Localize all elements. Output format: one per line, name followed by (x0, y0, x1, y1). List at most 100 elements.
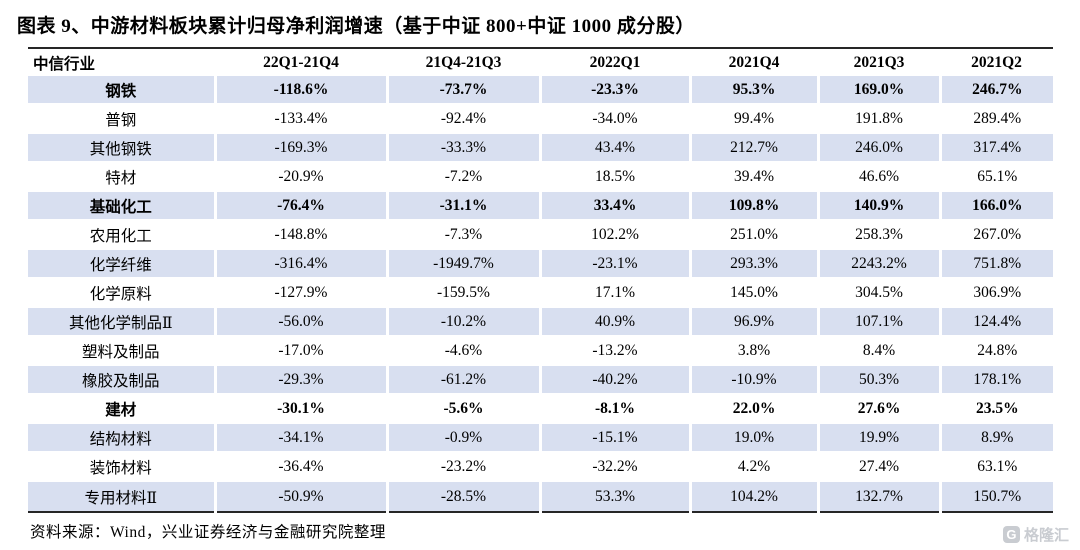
value-cell: 104.2% (690, 481, 820, 512)
value-cell: 19.9% (818, 423, 942, 453)
value-cell: 258.3% (818, 220, 942, 250)
value-cell: -15.1% (540, 423, 692, 453)
value-cell: -31.1% (387, 191, 542, 221)
value-cell: -118.6% (215, 76, 389, 105)
value-cell: -23.3% (540, 76, 692, 105)
value-cell: -23.1% (540, 249, 692, 279)
value-cell: 24.8% (940, 336, 1053, 366)
value-cell: -17.0% (215, 336, 389, 366)
value-cell: 107.1% (818, 307, 942, 337)
table-row: 特材 -20.9% -7.2% 18.5% 39.4% 46.6% 65.1% (28, 162, 1053, 192)
value-cell: -40.2% (540, 365, 692, 395)
column-header: 2022Q1 (589, 53, 641, 71)
value-cell: 4.2% (690, 452, 820, 482)
value-cell: -56.0% (215, 307, 389, 337)
row-label: 装饰材料 (28, 452, 217, 482)
value-cell: -133.4% (215, 104, 389, 134)
value-cell: -5.6% (387, 394, 542, 424)
value-cell: 166.0% (940, 191, 1053, 221)
value-cell: 53.3% (540, 481, 692, 512)
row-label: 基础化工 (28, 191, 217, 221)
value-cell: -33.3% (387, 133, 542, 163)
value-cell: 304.5% (818, 278, 942, 308)
value-cell: 124.4% (940, 307, 1053, 337)
value-cell: 22.0% (690, 394, 820, 424)
value-cell: -127.9% (215, 278, 389, 308)
table-row: 建材 -30.1% -5.6% -8.1% 22.0% 27.6% 23.5% (28, 394, 1053, 424)
value-cell: 40.9% (540, 307, 692, 337)
value-cell: 178.1% (940, 365, 1053, 395)
value-cell: 43.4% (540, 133, 692, 163)
value-cell: 267.0% (940, 220, 1053, 250)
value-cell: -32.2% (540, 452, 692, 482)
table-header-row: 中信行业 22Q1-21Q4 21Q4-21Q3 2022Q1 2021Q4 2021Q3… (28, 48, 1053, 76)
value-cell: -20.9% (215, 162, 389, 192)
row-label: 结构材料 (28, 423, 217, 453)
figure-title: 图表 9、中游材料板块累计归母净利润增速（基于中证 800+中证 1000 成分… (17, 16, 695, 37)
value-cell: -0.9% (387, 423, 542, 453)
value-cell: -8.1% (540, 394, 692, 424)
value-cell: -316.4% (215, 249, 389, 279)
table-row: 其他化学制品Ⅱ -56.0% -10.2% 40.9% 96.9% 107.1% 124.4… (28, 307, 1053, 337)
column-header-industry: 中信行业 (33, 55, 96, 73)
table-row: 其他钢铁 -169.3% -33.3% 43.4% 212.7% 246.0% 317.4% (28, 133, 1053, 163)
value-cell: -34.1% (215, 423, 389, 453)
column-header: 2021Q4 (728, 53, 780, 71)
row-label: 普钢 (28, 104, 217, 134)
value-cell: 39.4% (690, 162, 820, 192)
value-cell: 19.0% (690, 423, 820, 453)
value-cell: 50.3% (818, 365, 942, 395)
column-header: 2021Q2 (971, 53, 1022, 71)
value-cell: -34.0% (540, 104, 692, 134)
value-cell: 132.7% (818, 481, 942, 512)
row-label: 塑料及制品 (28, 336, 217, 366)
value-cell: -61.2% (387, 365, 542, 395)
value-cell: 18.5% (540, 162, 692, 192)
value-cell: 102.2% (540, 220, 692, 250)
column-header: 21Q4-21Q3 (425, 53, 502, 71)
value-cell: 95.3% (690, 76, 820, 105)
value-cell: -23.2% (387, 452, 542, 482)
value-cell: 140.9% (818, 191, 942, 221)
value-cell: -159.5% (387, 278, 542, 308)
value-cell: 306.9% (940, 278, 1053, 308)
column-header: 22Q1-21Q4 (263, 53, 339, 71)
value-cell: 8.9% (940, 423, 1053, 453)
table-row: 农用化工 -148.8% -7.3% 102.2% 251.0% 258.3% 267.0% (28, 220, 1053, 250)
value-cell: -29.3% (215, 365, 389, 395)
value-cell: -4.6% (387, 336, 542, 366)
table-row: 结构材料 -34.1% -0.9% -15.1% 19.0% 19.9% 8.9% (28, 423, 1053, 453)
value-cell: 246.0% (818, 133, 942, 163)
value-cell: -1949.7% (387, 249, 542, 279)
value-cell: -76.4% (215, 191, 389, 221)
row-label: 化学原料 (28, 278, 217, 308)
watermark-label: 格隆汇 (1023, 528, 1069, 544)
value-cell: -50.9% (215, 481, 389, 512)
row-label: 专用材料Ⅱ (28, 481, 217, 512)
value-cell: -36.4% (215, 452, 389, 482)
value-cell: 63.1% (940, 452, 1053, 482)
value-cell: 65.1% (940, 162, 1053, 192)
value-cell: 2243.2% (818, 249, 942, 279)
value-cell: 169.0% (818, 76, 942, 105)
value-cell: -13.2% (540, 336, 692, 366)
table-row: 化学纤维 -316.4% -1949.7% -23.1% 293.3% 2243.2% 75… (28, 249, 1053, 279)
value-cell: 246.7% (940, 76, 1053, 105)
table-row: 专用材料Ⅱ -50.9% -28.5% 53.3% 104.2% 132.7% 150.7% (28, 481, 1053, 512)
value-cell: -28.5% (387, 481, 542, 512)
row-label: 钢铁 (28, 76, 217, 105)
value-cell: 289.4% (940, 104, 1053, 134)
gelonghui-watermark: G 格隆汇 (1002, 524, 1069, 545)
value-cell: 751.8% (940, 249, 1053, 279)
row-label: 橡胶及制品 (28, 365, 217, 395)
industry-growth-table: 中信行业 22Q1-21Q4 21Q4-21Q3 2022Q1 2021Q4 2021Q3… (28, 47, 1053, 513)
value-cell: 27.6% (818, 394, 942, 424)
value-cell: -73.7% (387, 76, 542, 105)
table-row: 普钢 -133.4% -92.4% -34.0% 99.4% 191.8% 289.4% (28, 104, 1053, 134)
table-row: 钢铁 -118.6% -73.7% -23.3% 95.3% 169.0% 246.7% (28, 76, 1053, 105)
column-header: 2021Q3 (853, 53, 905, 71)
value-cell: 17.1% (540, 278, 692, 308)
row-label: 其他钢铁 (28, 133, 217, 163)
table-row: 化学原料 -127.9% -159.5% 17.1% 145.0% 304.5% 306.9… (28, 278, 1053, 308)
value-cell: 191.8% (818, 104, 942, 134)
